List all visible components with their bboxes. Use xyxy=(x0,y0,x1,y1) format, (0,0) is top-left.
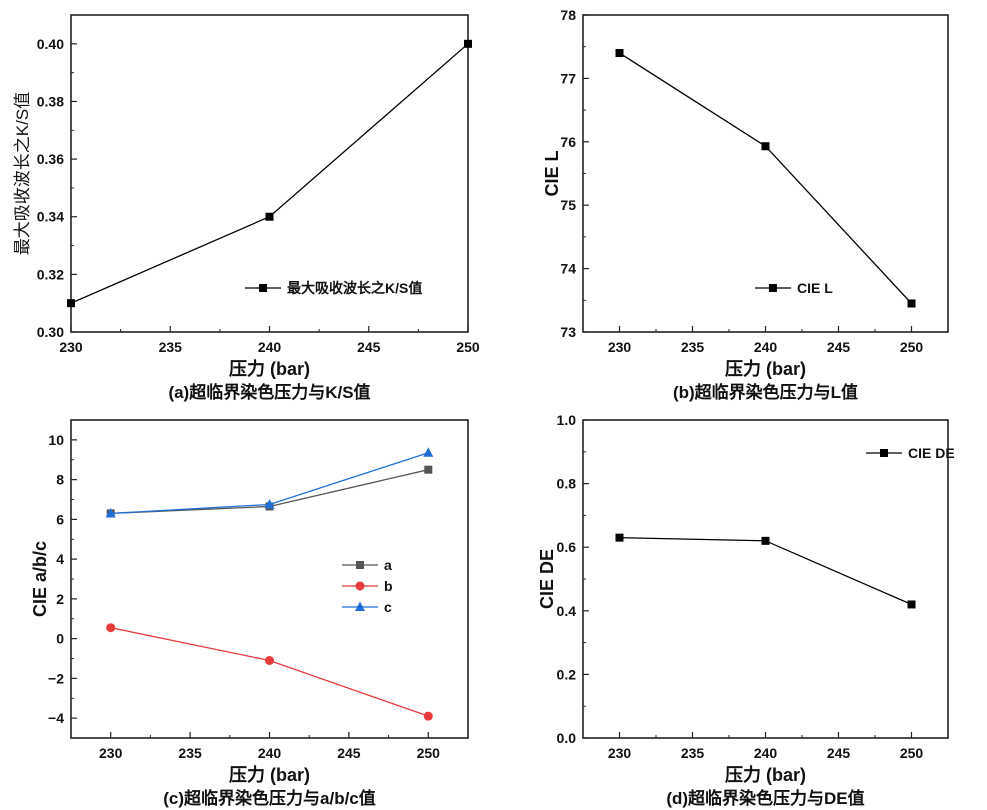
data-point xyxy=(761,142,770,151)
x-axis-label: 压力 (bar) xyxy=(229,359,310,379)
x-tick-label: 245 xyxy=(337,745,361,761)
legend-marker xyxy=(355,601,365,611)
data-point xyxy=(67,299,75,308)
y-tick-label: 0.0 xyxy=(557,730,577,746)
y-tick-label: 6 xyxy=(56,511,64,527)
y-tick-label: 0.8 xyxy=(557,476,577,492)
x-tick-label: 230 xyxy=(608,339,632,355)
data-point xyxy=(105,507,116,518)
legend-marker xyxy=(356,561,364,569)
x-tick-label: 240 xyxy=(754,745,778,761)
legend-label: a xyxy=(384,557,392,573)
y-tick-label: 10 xyxy=(48,432,64,448)
data-point xyxy=(423,711,433,721)
y-tick-label: 76 xyxy=(560,134,576,150)
series-line-CIE L xyxy=(619,52,912,304)
y-axis-label: CIE a/b/c xyxy=(30,541,50,617)
data-point xyxy=(423,447,434,457)
chart-panel-a: 230 235 240 245 250 0.30 0.32 0.34 0.36 0.38 0.40 压… xyxy=(13,14,480,402)
y-tick-label: 0.30 xyxy=(37,324,64,340)
y-tick-label: 2 xyxy=(56,591,64,607)
x-tick-label: 240 xyxy=(754,339,778,355)
y-tick-label: 75 xyxy=(560,197,576,213)
data-point xyxy=(265,212,274,221)
y-axis-label: CIE DE xyxy=(537,549,557,609)
series-line-最大吸收波长之K/S值 xyxy=(70,43,469,304)
x-tick-label: 250 xyxy=(900,339,924,355)
y-tick-label: 78 xyxy=(560,7,576,23)
legend-marker xyxy=(769,284,777,292)
y-tick-label: 0 xyxy=(56,631,64,647)
series-line-b xyxy=(110,627,429,717)
chart-panel-b: 230 235 240 245 250 73 74 75 76 77 78 压力 (bar) CIE L… xyxy=(542,7,949,402)
x-axis-label: 压力 (bar) xyxy=(725,765,806,785)
data-point xyxy=(907,600,916,609)
x-tick-label: 235 xyxy=(178,745,202,761)
panel-caption: (c)超临界染色压力与a/b/c值 xyxy=(163,788,376,808)
panel-caption: (d)超临界染色压力与DE值 xyxy=(666,788,864,808)
data-point xyxy=(615,49,624,58)
y-tick-label: 0.36 xyxy=(37,151,64,167)
y-axis-label: CIE L xyxy=(542,150,562,196)
data-point xyxy=(615,533,624,542)
legend-label: CIE L xyxy=(797,280,833,296)
x-tick-label: 245 xyxy=(827,339,851,355)
y-tick-label: 4 xyxy=(56,551,64,567)
legend-marker xyxy=(880,449,888,457)
y-tick-label: 74 xyxy=(560,261,576,277)
y-tick-label: 8 xyxy=(56,472,64,488)
y-tick-label: 77 xyxy=(560,70,576,86)
y-tick-label: 73 xyxy=(560,324,576,340)
x-tick-label: 230 xyxy=(99,745,123,761)
y-tick-label: 0.2 xyxy=(557,666,577,682)
data-point xyxy=(264,498,275,509)
x-tick-label: 250 xyxy=(456,339,480,355)
x-tick-label: 230 xyxy=(59,339,83,355)
legend-label: b xyxy=(384,578,393,594)
x-tick-label: 235 xyxy=(681,745,705,761)
x-tick-label: 250 xyxy=(417,745,441,761)
legend-label: 最大吸收波长之K/S值 xyxy=(287,280,422,296)
legend-label: CIE DE xyxy=(908,445,955,461)
y-axis-label: 最大吸收波长之K/S值 xyxy=(13,92,32,255)
y-tick-label: 0.40 xyxy=(37,36,64,52)
x-tick-label: 230 xyxy=(608,745,632,761)
legend-label: c xyxy=(384,599,392,615)
x-tick-label: 240 xyxy=(258,745,282,761)
data-point xyxy=(907,299,916,308)
y-tick-label: −4 xyxy=(48,710,64,726)
y-tick-label: 0.38 xyxy=(37,93,64,109)
legend-marker xyxy=(259,284,267,292)
y-tick-label: 0.32 xyxy=(37,266,64,282)
x-tick-label: 240 xyxy=(258,339,282,355)
plot-frame xyxy=(582,419,949,739)
data-point xyxy=(424,465,433,474)
panel-caption: (a)超临界染色压力与K/S值 xyxy=(168,382,370,402)
x-tick-label: 250 xyxy=(900,745,924,761)
x-axis-label: 压力 (bar) xyxy=(229,765,310,785)
data-point xyxy=(106,623,116,633)
data-point xyxy=(265,655,274,665)
data-point xyxy=(761,536,770,545)
y-tick-label: −2 xyxy=(48,670,64,686)
x-tick-label: 235 xyxy=(681,339,705,355)
data-point xyxy=(464,39,472,48)
y-tick-label: 0.4 xyxy=(557,603,577,619)
y-tick-label: 0.34 xyxy=(37,209,64,225)
y-tick-label: 0.6 xyxy=(557,539,577,555)
x-axis-label: 压力 (bar) xyxy=(725,359,806,379)
chart-panel-d: 230 235 240 245 250 0.0 0.2 0.4 0.6 0.8 1.0 压力 (bar… xyxy=(537,412,955,808)
plot-frame xyxy=(70,419,469,739)
x-tick-label: 235 xyxy=(159,339,183,355)
y-tick-label: 1.0 xyxy=(557,412,577,428)
x-tick-label: 245 xyxy=(357,339,381,355)
x-tick-label: 245 xyxy=(827,745,851,761)
panel-caption: (b)超临界染色压力与L值 xyxy=(673,382,858,402)
chart-panel-c: 230 235 240 245 250 −4 −2 0 2 4 6 8 10 压力 (bar) CIE a/… xyxy=(30,419,469,808)
legend-marker xyxy=(355,581,365,591)
series-line-CIE DE xyxy=(619,537,912,606)
